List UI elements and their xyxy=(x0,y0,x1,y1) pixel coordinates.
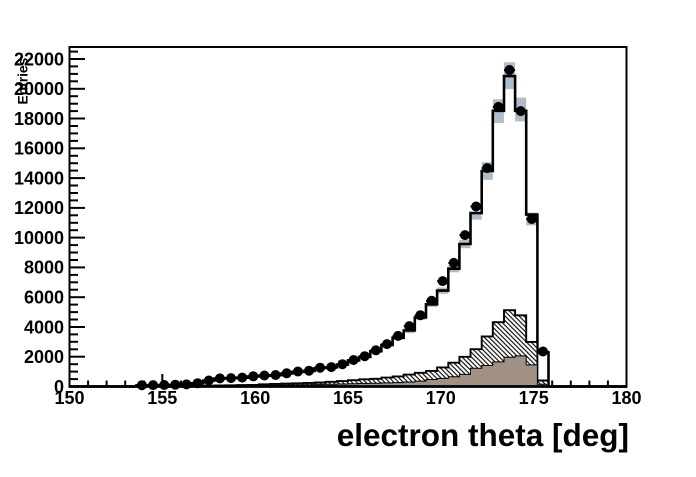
svg-text:165: 165 xyxy=(333,388,363,408)
svg-text:22000: 22000 xyxy=(14,49,64,69)
svg-text:180: 180 xyxy=(611,388,641,408)
svg-text:6000: 6000 xyxy=(24,288,64,308)
svg-text:20000: 20000 xyxy=(14,79,64,99)
svg-text:0: 0 xyxy=(54,377,64,397)
svg-text:14000: 14000 xyxy=(14,168,64,188)
svg-text:170: 170 xyxy=(426,388,456,408)
svg-text:2000: 2000 xyxy=(24,347,64,367)
svg-text:160: 160 xyxy=(240,388,270,408)
svg-text:18000: 18000 xyxy=(14,109,64,129)
svg-text:175: 175 xyxy=(519,388,549,408)
svg-text:4000: 4000 xyxy=(24,317,64,337)
svg-text:8000: 8000 xyxy=(24,258,64,278)
svg-text:10000: 10000 xyxy=(14,228,64,248)
svg-text:12000: 12000 xyxy=(14,198,64,218)
svg-text:Entries: Entries xyxy=(16,57,31,104)
svg-text:150: 150 xyxy=(54,388,84,408)
svg-text:155: 155 xyxy=(147,388,177,408)
svg-text:electron theta [deg]: electron theta [deg] xyxy=(337,417,629,453)
svg-text:16000: 16000 xyxy=(14,139,64,159)
